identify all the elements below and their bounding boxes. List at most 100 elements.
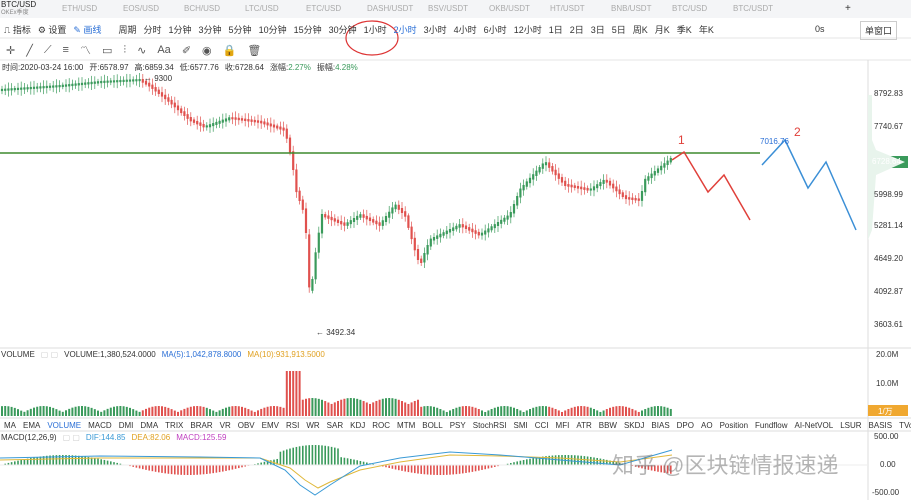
decor — [448, 229, 452, 233]
crosshair[interactable]: ✛ — [6, 44, 16, 57]
period[interactable]: 1分钟 — [168, 24, 192, 35]
period[interactable]: 3分钟 — [198, 24, 222, 35]
line-tool[interactable]: ╱ — [26, 44, 33, 57]
wave-tool[interactable]: 〽 — [79, 45, 91, 57]
indicator[interactable]: MACD — [88, 420, 112, 430]
period[interactable]: 5日 — [611, 24, 626, 35]
lock-tool[interactable]: 🔒 — [222, 44, 237, 57]
indicator[interactable]: VOLUME — [47, 420, 82, 430]
period[interactable]: 30分钟 — [328, 24, 357, 35]
period[interactable]: 月K — [654, 24, 670, 35]
period[interactable]: 1日 — [548, 24, 563, 35]
decor — [573, 406, 576, 416]
indicator[interactable]: StochRSI — [472, 420, 507, 430]
period[interactable]: 6小时 — [483, 24, 507, 35]
period[interactable]: 季K — [676, 24, 692, 35]
indicator[interactable]: MFI — [555, 420, 570, 430]
period[interactable]: 10分钟 — [258, 24, 287, 35]
indicator[interactable]: MA — [4, 420, 16, 430]
indicator[interactable]: BOLL — [422, 420, 443, 430]
decor — [263, 121, 266, 125]
indicator[interactable]: PSY — [449, 420, 466, 430]
rect-tool[interactable]: ▭ — [101, 44, 113, 57]
indicator[interactable]: SMI — [513, 420, 528, 430]
pair-tab[interactable]: BNB/USDT — [610, 5, 671, 13]
pair-tab[interactable]: HT/USDT — [549, 5, 610, 13]
period[interactable]: 周K — [632, 24, 648, 35]
draw-btn[interactable]: ✎ 画线 — [73, 24, 102, 35]
indicator[interactable]: EMA — [23, 420, 41, 430]
indicator[interactable]: DMI — [118, 420, 134, 430]
eye-tool[interactable]: ◉ — [202, 44, 212, 57]
indicator[interactable]: DMA — [140, 420, 159, 430]
refresh[interactable]: 0s — [815, 24, 825, 34]
period[interactable]: 3小时 — [423, 24, 447, 35]
indicator[interactable]: Position — [719, 420, 749, 430]
decor — [525, 181, 528, 187]
pair-tab[interactable]: BSV/USDT — [427, 5, 488, 13]
indicator[interactable]: EMV — [261, 420, 279, 430]
indicator[interactable]: ROC — [372, 420, 391, 430]
period[interactable]: 年K — [698, 24, 714, 35]
pair-tab[interactable]: LTC/USD — [244, 5, 305, 13]
add-tab[interactable]: + — [845, 3, 851, 14]
pair-tab[interactable]: BCH/USD — [183, 5, 244, 13]
pair-tab[interactable]: ETC/USD — [305, 5, 366, 13]
indicator-btn[interactable]: ⎍ 指标 — [4, 24, 31, 35]
period[interactable]: 1小时 — [363, 24, 387, 35]
path-tool[interactable]: ∿ — [137, 44, 147, 57]
window-select[interactable]: 单窗口 — [860, 21, 898, 40]
indicator[interactable]: AI-NetVOL — [794, 420, 834, 430]
period[interactable]: 5分钟 — [228, 24, 252, 35]
pair-tab[interactable]: OKB/USDT — [488, 5, 549, 13]
indicator[interactable]: KDJ — [350, 420, 366, 430]
period[interactable]: 12小时 — [513, 24, 542, 35]
settings-btn[interactable]: ⚙ 设置 — [37, 24, 67, 35]
pair-tab[interactable]: DASH/USDT — [366, 5, 427, 13]
indicator[interactable]: BIAS — [651, 420, 670, 430]
period[interactable]: 分时 — [143, 24, 162, 35]
indicator[interactable]: RSI — [286, 420, 300, 430]
delete-tool[interactable]: 🗑 — [247, 44, 262, 57]
period[interactable]: 2日 — [569, 24, 584, 35]
brush-tool[interactable]: ✐ — [181, 44, 192, 57]
indicator[interactable]: VR — [219, 420, 231, 430]
indicator[interactable]: BRAR — [190, 420, 213, 430]
indicator[interactable]: ATR — [576, 420, 592, 430]
indicator[interactable]: Fundflow — [755, 420, 788, 430]
period[interactable]: 4小时 — [453, 24, 477, 35]
indicator[interactable]: DPO — [676, 420, 694, 430]
indicator[interactable]: BASIS — [868, 420, 893, 430]
pair-tab[interactable]: ETH/USD — [61, 5, 122, 13]
indicator[interactable]: TRIX — [165, 420, 184, 430]
indicator[interactable]: LSUR — [840, 420, 862, 430]
period[interactable]: 2小时 — [393, 24, 417, 35]
indicator[interactable]: TVolume — [899, 420, 911, 430]
pair-tab[interactable]: BTC/USD — [671, 5, 732, 13]
decor — [660, 465, 662, 473]
indicator[interactable]: CCI — [534, 420, 549, 430]
indicator[interactable]: BBW — [598, 420, 617, 430]
pair-tab[interactable]: BTC/USD OKEx季度 — [0, 1, 61, 17]
ray-tool[interactable]: ⟋ — [43, 43, 52, 56]
pair-tab[interactable]: EOS/USD — [122, 5, 183, 13]
decor — [484, 465, 486, 470]
indicator[interactable]: SKDJ — [623, 420, 645, 430]
decor — [401, 465, 403, 471]
pair-tab[interactable]: BTC/USDT — [732, 5, 793, 13]
indicator[interactable]: SAR — [326, 420, 344, 430]
channel-tool[interactable]: ≡ — [62, 44, 69, 56]
period[interactable]: 3日 — [590, 24, 605, 35]
fib-tool[interactable]: ⫶ — [123, 43, 127, 56]
indicator[interactable]: WR — [306, 420, 320, 430]
text-tool[interactable]: Aa — [157, 44, 171, 56]
indicator[interactable]: AO — [701, 420, 713, 430]
decor — [266, 122, 269, 126]
indicator[interactable]: MTM — [397, 420, 416, 430]
decor — [526, 459, 528, 465]
decor — [634, 410, 637, 416]
decor — [39, 406, 42, 416]
period[interactable]: 15分钟 — [293, 24, 322, 35]
indicator[interactable]: OBV — [237, 420, 255, 430]
